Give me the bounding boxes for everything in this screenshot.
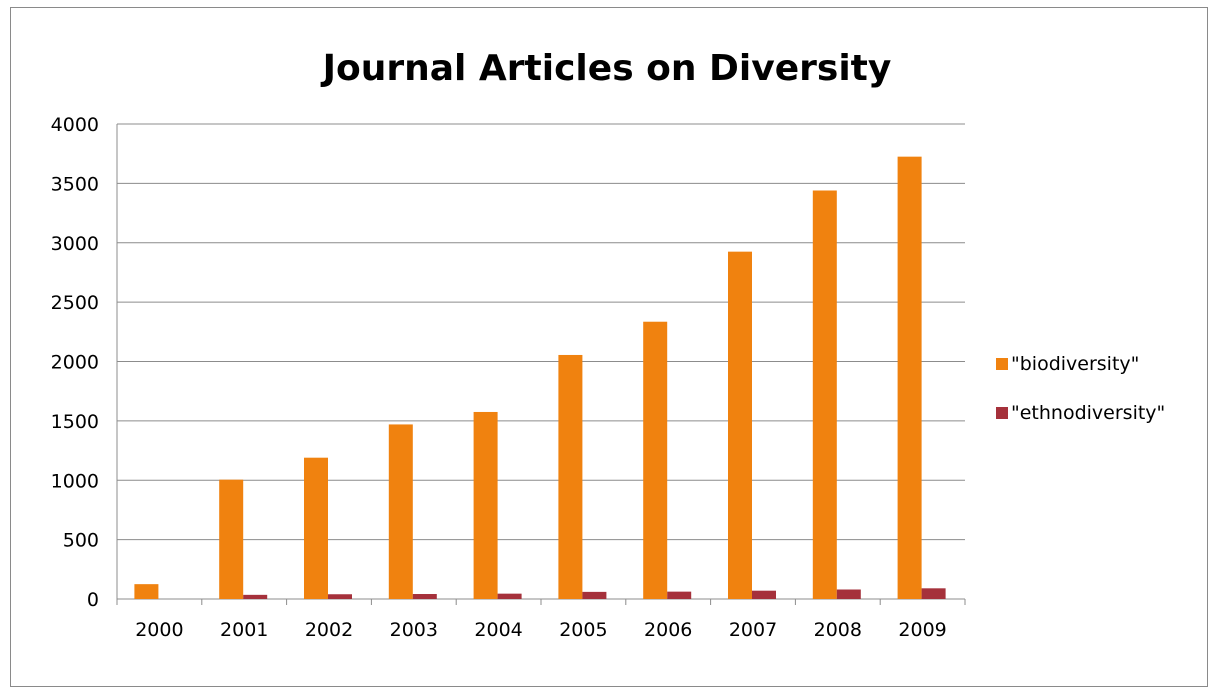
- bar-ethnodiversity-2004: [497, 593, 522, 599]
- bar-ethnodiversity-2003: [412, 594, 437, 599]
- x-tick-label: 2002: [305, 619, 353, 641]
- x-axis-tick-labels: 2000 2001 2002 2003 2004 2005 2006 2007 2008 2009: [135, 619, 947, 641]
- y-tick-label: 1500: [51, 411, 99, 433]
- x-tick-label: 2008: [814, 619, 862, 641]
- x-tick-label: 2005: [559, 619, 607, 641]
- bar-biodiversity-2009: [897, 156, 922, 599]
- bar-biodiversity-2006: [643, 321, 668, 599]
- legend-label: "ethnodiversity": [1011, 402, 1165, 424]
- x-tick-label: 2007: [729, 619, 777, 641]
- y-axis-tick-labels: 0 500 1000 1500 2000 2500 3000 3500 4000: [51, 114, 99, 611]
- y-tick-label: 3500: [51, 173, 99, 195]
- chart-frame: Journal Articles on Diversity 0 500 1000 15…: [10, 7, 1208, 687]
- legend-label: "biodiversity": [1011, 353, 1139, 375]
- bar-ethnodiversity-2007: [752, 590, 776, 599]
- y-tick-label: 500: [63, 530, 99, 552]
- bar-ethnodiversity-2008: [836, 589, 861, 599]
- chart-title: Journal Articles on Diversity: [320, 48, 892, 89]
- bar-ethnodiversity-2005: [582, 591, 607, 599]
- bar-ethnodiversity-2001: [243, 594, 268, 599]
- gridlines: [116, 123, 966, 605]
- bar-ethnodiversity-2006: [667, 591, 692, 599]
- x-tick-label: 2009: [898, 619, 946, 641]
- x-tick-label: 2004: [474, 619, 522, 641]
- bar-biodiversity-2002: [304, 457, 328, 599]
- x-tick-label: 2006: [644, 619, 692, 641]
- x-tick-label: 2000: [135, 619, 183, 641]
- bar-biodiversity-2001: [219, 479, 244, 599]
- legend: "biodiversity" "ethnodiversity": [996, 353, 1165, 424]
- bar-ethnodiversity-2009: [921, 588, 946, 599]
- legend-swatch: [996, 358, 1008, 370]
- bar-biodiversity-2004: [473, 411, 498, 599]
- x-tick-label: 2003: [390, 619, 438, 641]
- y-tick-label: 2500: [51, 292, 99, 314]
- bars: [134, 156, 946, 599]
- bar-biodiversity-2008: [812, 190, 837, 599]
- bar-biodiversity-2007: [728, 251, 752, 599]
- y-tick-label: 4000: [51, 114, 99, 136]
- y-tick-label: 1000: [51, 470, 99, 492]
- y-tick-label: 3000: [51, 233, 99, 255]
- bar-biodiversity-2003: [388, 424, 413, 599]
- bar-biodiversity-2000: [134, 584, 159, 599]
- bar-ethnodiversity-2002: [328, 594, 352, 599]
- x-tick-label: 2001: [220, 619, 268, 641]
- bar-biodiversity-2005: [558, 354, 583, 599]
- chart-svg: Journal Articles on Diversity 0 500 1000 15…: [51, 48, 1166, 641]
- y-tick-label: 0: [87, 589, 99, 611]
- y-tick-label: 2000: [51, 352, 99, 374]
- legend-swatch: [996, 407, 1008, 419]
